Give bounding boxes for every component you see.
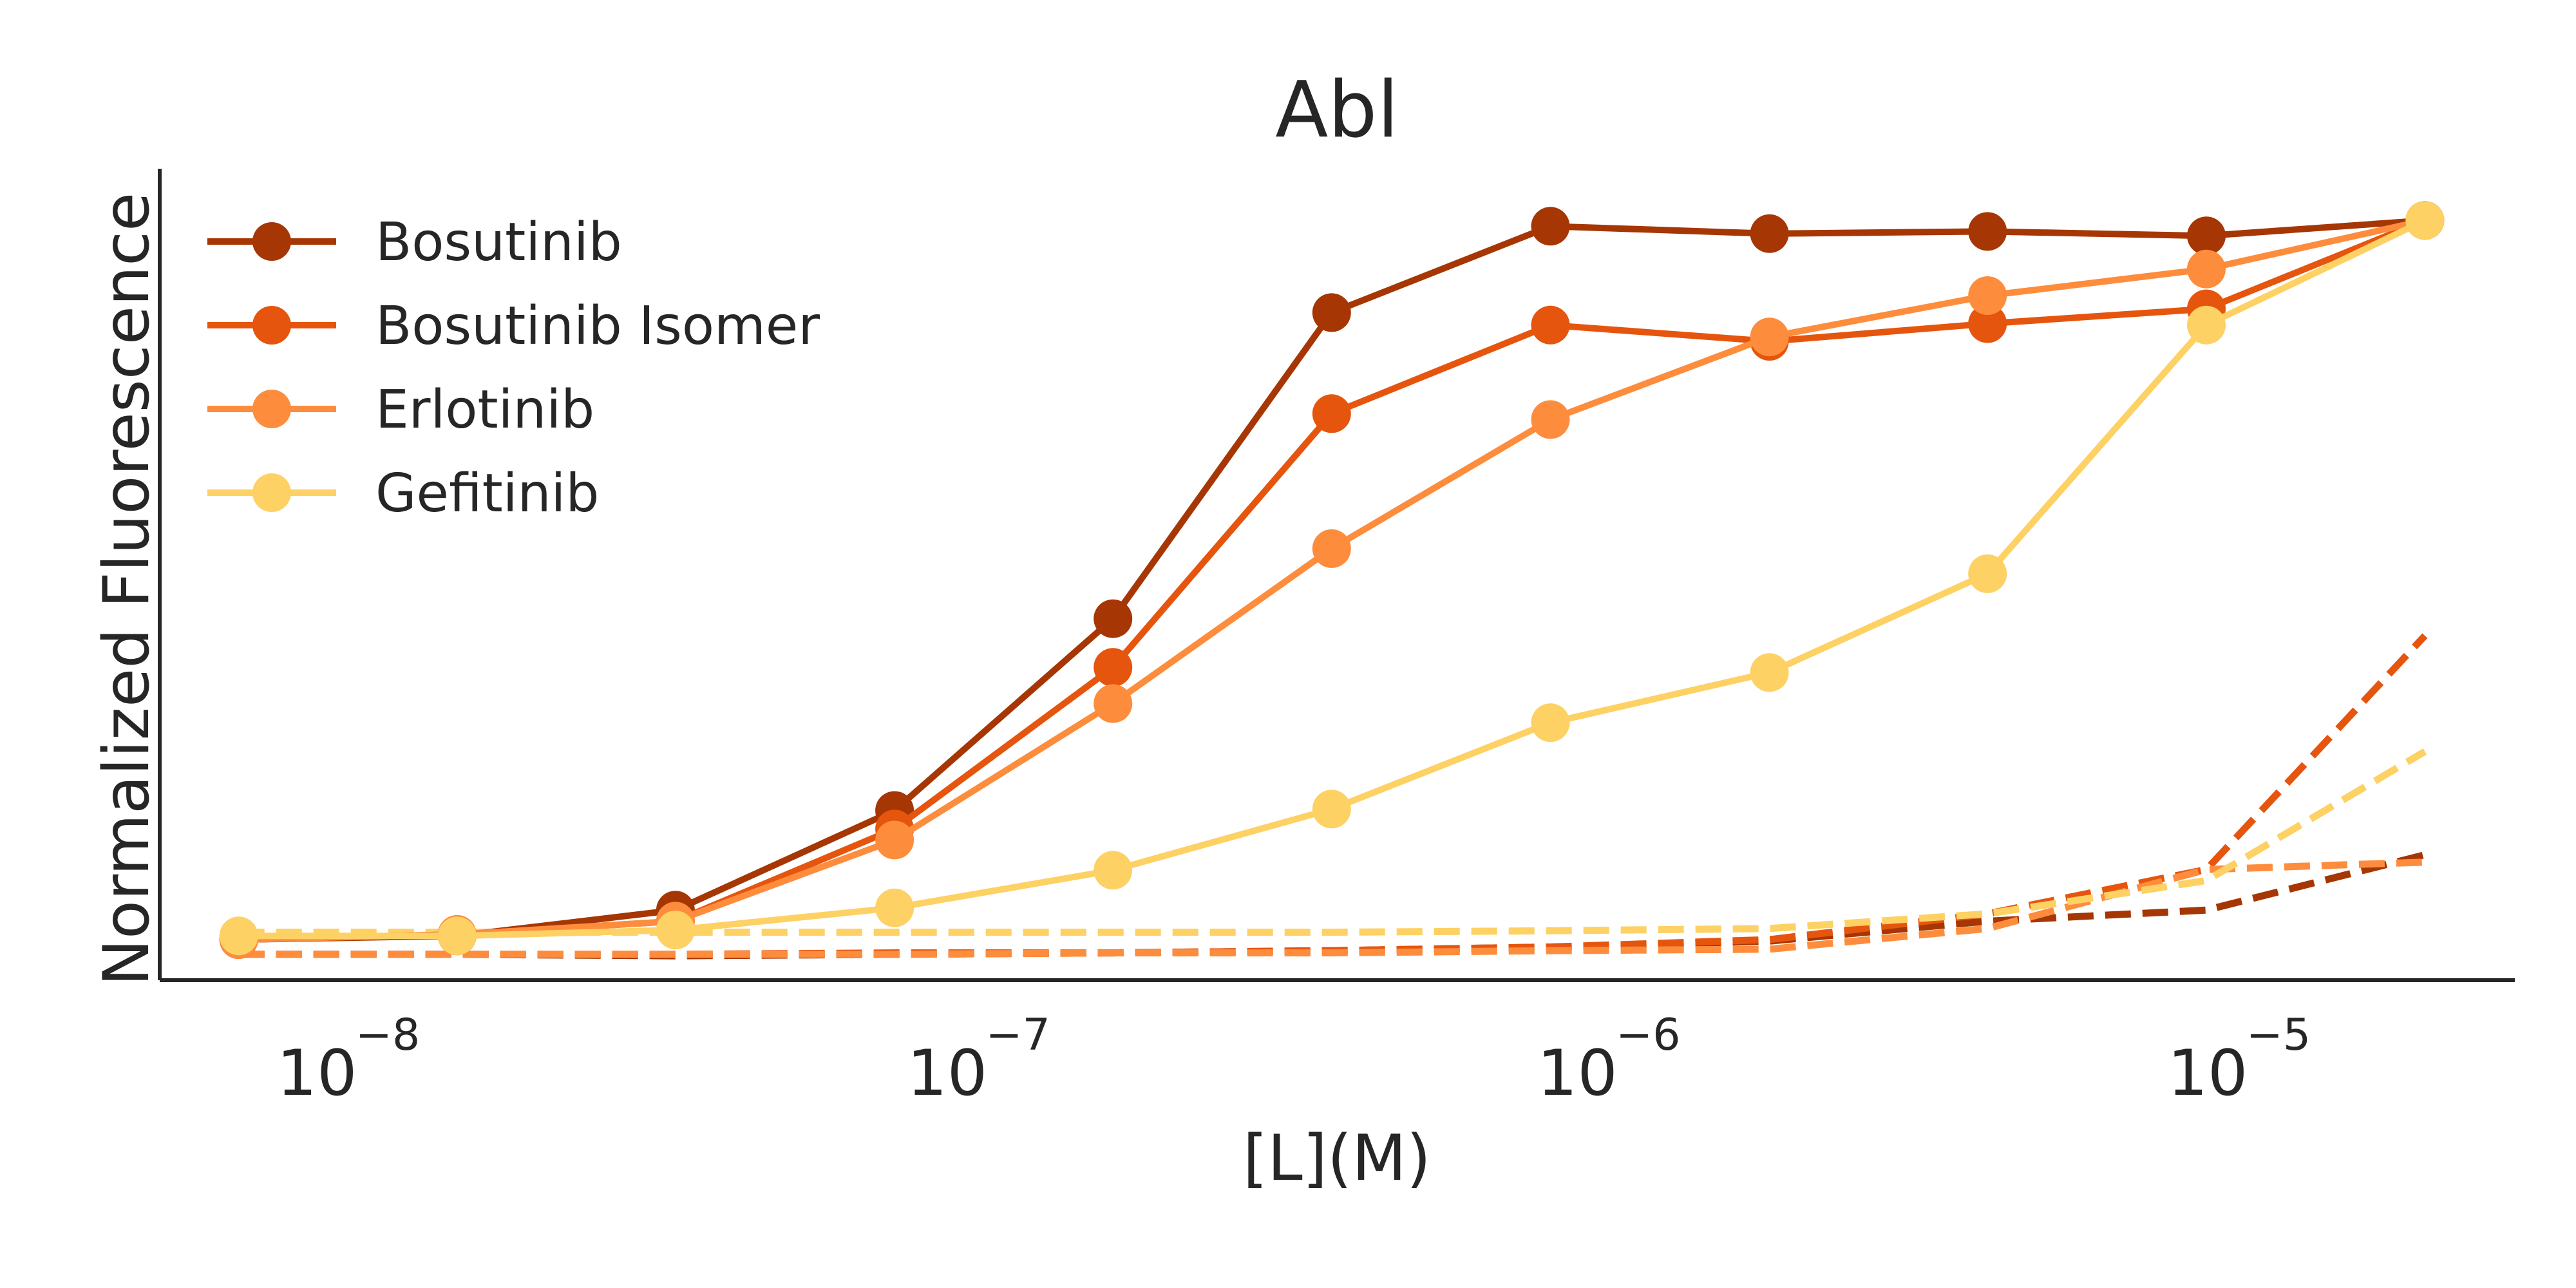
x-tick-label: 10: [1537, 1037, 1618, 1110]
x-tick-exponent: −6: [1616, 1010, 1680, 1061]
data-point: [2187, 305, 2226, 345]
data-point: [1750, 653, 1789, 692]
x-tick-label: 10: [277, 1037, 357, 1110]
axes-spines: [158, 169, 2515, 982]
data-point: [1094, 599, 1133, 638]
data-point: [1531, 207, 1570, 246]
series-line-dashed: [238, 748, 2427, 936]
data-point: [1312, 394, 1351, 433]
data-point: [1968, 276, 2007, 315]
legend-label: Erlotinib: [375, 379, 594, 440]
legend-marker: [252, 390, 291, 428]
legend-label: Bosutinib Isomer: [375, 296, 820, 357]
data-point: [2187, 249, 2226, 289]
data-point: [1094, 851, 1133, 890]
legend-label: Gefitinib: [375, 463, 599, 524]
data-point: [875, 888, 914, 927]
data-point: [1750, 214, 1789, 253]
data-point: [1968, 304, 2007, 343]
y-axis-label: Normalized Fluorescence: [90, 193, 164, 987]
series-line-dashed: [238, 851, 2426, 960]
data-point: [1531, 305, 1570, 345]
data-point: [219, 916, 258, 956]
series-line-dashed: [238, 858, 2425, 958]
data-point: [1312, 529, 1351, 568]
x-tick-labels: 10−810−710−610−5: [277, 1010, 2311, 1110]
x-tick-label: 10: [907, 1037, 987, 1110]
data-point: [1968, 554, 2007, 593]
legend-marker: [252, 222, 291, 261]
data-point: [437, 916, 477, 956]
chart-title: Abl: [1275, 66, 1399, 155]
data-point: [1094, 684, 1133, 723]
x-tick-exponent: −7: [986, 1010, 1050, 1061]
data-point: [1531, 400, 1570, 439]
data-point: [1968, 212, 2007, 251]
y-axis-label-group: Normalized Fluorescence: [90, 193, 164, 987]
data-point: [656, 911, 695, 950]
data-point: [1531, 703, 1570, 743]
x-tick-exponent: −8: [355, 1010, 420, 1061]
legend-marker: [252, 473, 291, 512]
x-tick-label: 10: [2168, 1037, 2248, 1110]
legend-marker: [252, 306, 291, 345]
data-point: [1750, 317, 1789, 357]
data-point: [2405, 201, 2445, 240]
legend: Bosutinib Bosutinib Isomer Erlotinib Gefiti…: [207, 212, 820, 524]
x-axis-label: [L](M): [1243, 1122, 1431, 1195]
data-point: [1094, 648, 1133, 687]
data-point: [1312, 293, 1351, 332]
dashed-series-layer: [238, 633, 2428, 960]
data-point: [1312, 790, 1351, 829]
solid-series-layer: [219, 201, 2445, 959]
data-point: [875, 820, 914, 860]
legend-label: Bosutinib: [375, 212, 622, 273]
data-point: [2187, 216, 2226, 256]
x-tick-exponent: −5: [2246, 1010, 2311, 1061]
